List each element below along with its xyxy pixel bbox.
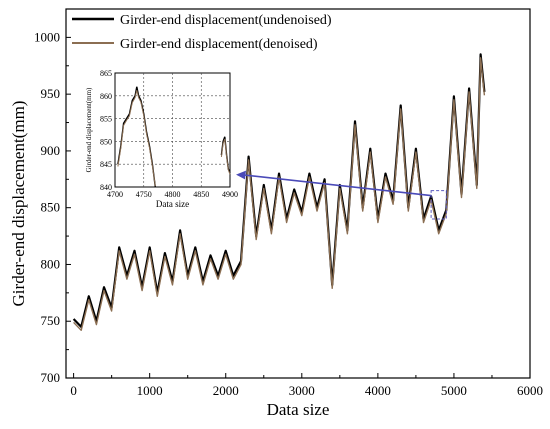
zoom-annotation bbox=[236, 170, 447, 220]
plot-frame bbox=[65, 8, 531, 379]
legend: Girder-end displacement(undenoised) Girde… bbox=[72, 13, 332, 52]
x-tick-label: 4000 bbox=[365, 383, 391, 398]
inset-series-line-denoised bbox=[220, 138, 231, 175]
inset-x-axis-title: Data size bbox=[156, 199, 189, 209]
x-tick-label: 1000 bbox=[137, 383, 163, 398]
y-tick-label: 800 bbox=[41, 256, 61, 271]
x-tick-label: 6000 bbox=[517, 383, 543, 398]
x-tick-label: 2000 bbox=[213, 383, 239, 398]
inset-y-tick-label: 850 bbox=[100, 137, 112, 146]
y-tick-label: 950 bbox=[41, 86, 61, 101]
x-axis-title: Data size bbox=[267, 400, 330, 419]
series-line-denoised bbox=[73, 57, 486, 331]
x-tick-label: 5000 bbox=[441, 383, 467, 398]
inset-y-tick-label: 845 bbox=[100, 160, 112, 169]
inset-x-tick-label: 4750 bbox=[136, 190, 152, 199]
y-axis-title: Girder-end displacement(mm) bbox=[9, 101, 28, 307]
y-tick-label: 700 bbox=[41, 370, 61, 385]
inset-x-tick-label: 4850 bbox=[193, 190, 209, 199]
y-tick-label: 850 bbox=[41, 200, 61, 215]
y-tick-label: 1000 bbox=[34, 29, 60, 44]
inset-y-tick-label: 840 bbox=[100, 183, 112, 192]
zoom-arrow-line bbox=[243, 174, 432, 197]
inset-series-line-denoised bbox=[117, 90, 156, 187]
zoom-arrow-head bbox=[236, 170, 246, 180]
inset-plot: 4700 4750 4800 4850 4900 840 845 850 855 860 865 Da… bbox=[85, 69, 238, 209]
y-tick-label: 750 bbox=[41, 313, 61, 328]
legend-label-denoised: Girder-end displacement(denoised) bbox=[120, 37, 318, 52]
inset-x-tick-label: 4800 bbox=[165, 190, 181, 199]
inset-y-tick-label: 855 bbox=[100, 115, 112, 124]
main-plot: 0 1000 2000 3000 4000 5000 6000 700 750 800 850 900… bbox=[9, 8, 543, 419]
inset-x-tick-label: 4700 bbox=[107, 190, 123, 199]
x-tick-label: 0 bbox=[70, 383, 77, 398]
inset-y-tick-label: 860 bbox=[100, 92, 112, 101]
x-tick-label: 3000 bbox=[289, 383, 315, 398]
inset-y-tick-label: 865 bbox=[100, 69, 112, 78]
y-tick-label: 900 bbox=[41, 143, 61, 158]
inset-x-tick-label: 4900 bbox=[222, 190, 238, 199]
zoom-region-box bbox=[430, 190, 447, 220]
inset-y-axis-title: Girder-end displacement(mm) bbox=[85, 87, 93, 172]
legend-label-undenoised: Girder-end displacement(undenoised) bbox=[120, 13, 332, 28]
